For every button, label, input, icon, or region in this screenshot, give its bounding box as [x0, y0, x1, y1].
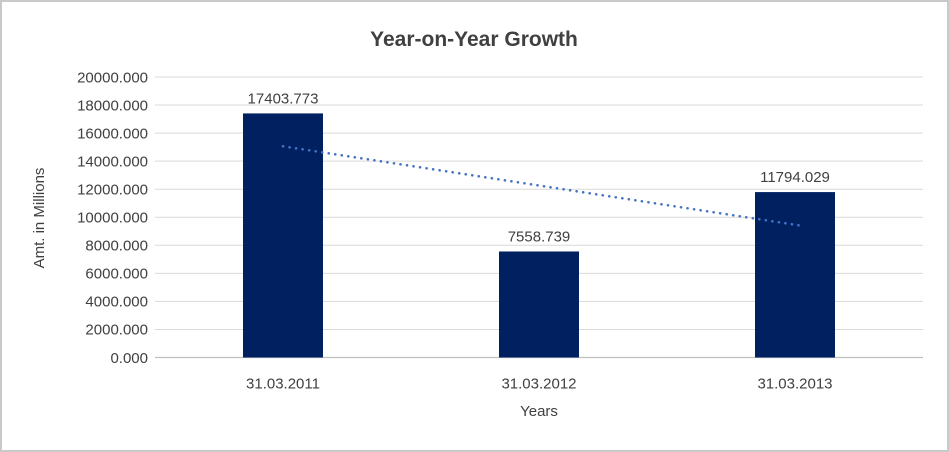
y-tick-label: 20000.000: [77, 69, 148, 86]
data-labels: 17403.773 7558.739 11794.029: [248, 90, 830, 245]
y-tick-label: 8000.000: [85, 238, 148, 255]
trendline-dotted-line: [281, 145, 802, 227]
bar: [755, 192, 835, 358]
y-tick-label: 0.000: [110, 350, 148, 367]
bar: [499, 251, 579, 358]
y-tick-label: 14000.000: [77, 153, 148, 170]
y-axis-tick-labels: 0.000 2000.000 4000.000 6000.000 8000.000 100…: [77, 69, 148, 367]
bar-series: [243, 113, 835, 358]
y-tick-label: 4000.000: [85, 294, 148, 311]
y-tick-label: 18000.000: [77, 97, 148, 114]
chart-title: Year-on-Year Growth: [370, 28, 578, 51]
bar: [243, 113, 323, 358]
y-tick-label: 2000.000: [85, 322, 148, 339]
trendline: [281, 145, 802, 227]
bar-data-label: 7558.739: [508, 228, 571, 245]
y-tick-label: 12000.000: [77, 181, 148, 198]
x-axis-title: Years: [520, 403, 558, 420]
y-tick-label: 6000.000: [85, 266, 148, 283]
x-category-label: 31.03.2011: [246, 375, 320, 392]
y-tick-label: 10000.000: [77, 210, 148, 227]
x-category-label: 31.03.2013: [757, 375, 832, 392]
y-tick-label: 16000.000: [77, 125, 148, 142]
bar-data-label: 11794.029: [760, 169, 830, 186]
bar-data-label: 17403.773: [248, 90, 319, 107]
y-axis-title: Amt. in Millions: [31, 168, 48, 269]
x-category-label: 31.03.2012: [501, 375, 576, 392]
x-axis-category-labels: 31.03.2011 31.03.2012 31.03.2013: [246, 375, 833, 392]
